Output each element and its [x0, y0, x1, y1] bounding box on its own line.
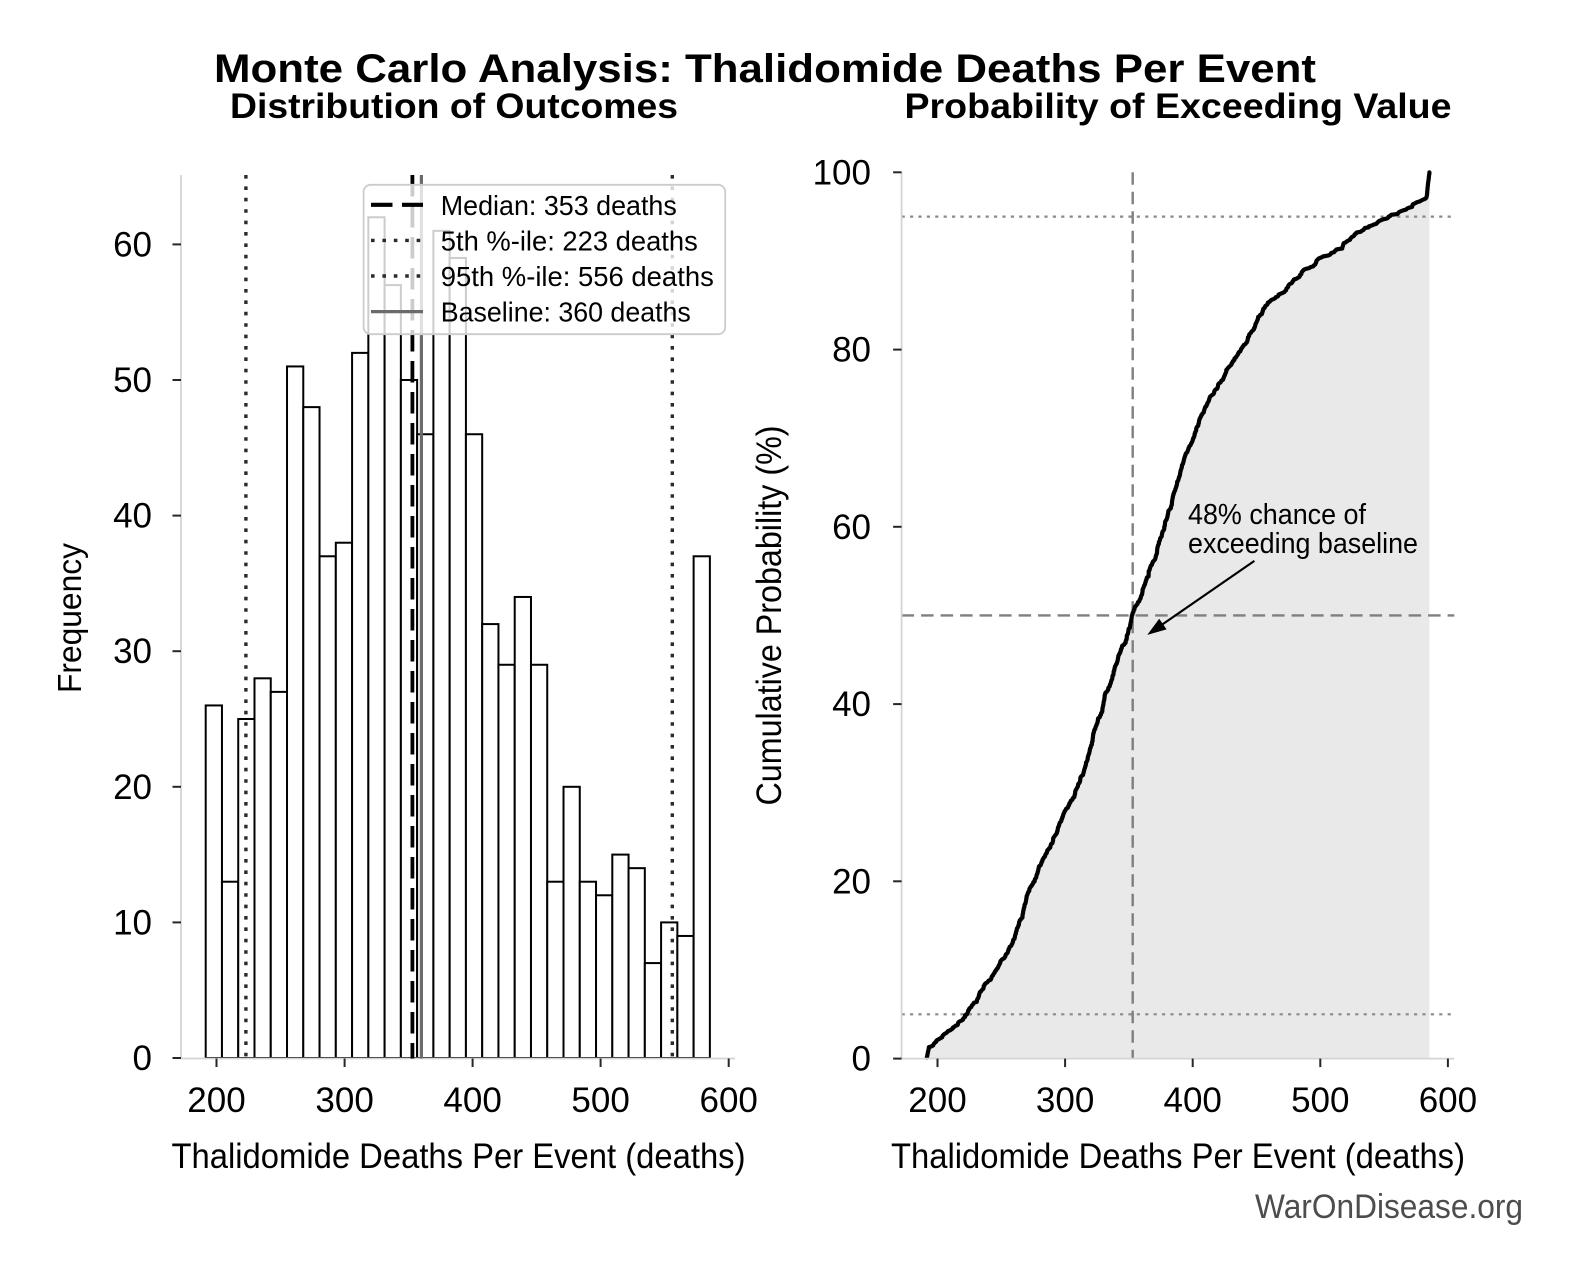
svg-text:60: 60 — [113, 225, 152, 264]
svg-text:600: 600 — [1419, 1081, 1477, 1120]
svg-text:80: 80 — [832, 331, 871, 370]
svg-text:Thalidomide Deaths Per Event (: Thalidomide Deaths Per Event (deaths) — [891, 1137, 1465, 1176]
svg-text:100: 100 — [813, 153, 871, 192]
svg-text:200: 200 — [908, 1081, 966, 1120]
svg-text:400: 400 — [1163, 1081, 1221, 1120]
svg-text:500: 500 — [571, 1081, 629, 1120]
svg-text:20: 20 — [113, 768, 152, 807]
svg-text:Frequency: Frequency — [51, 543, 88, 693]
svg-text:10: 10 — [113, 903, 152, 942]
svg-text:0: 0 — [852, 1040, 871, 1079]
svg-text:40: 40 — [113, 497, 152, 536]
svg-text:Distribution of Outcomes: Distribution of Outcomes — [230, 87, 678, 126]
svg-text:600: 600 — [699, 1081, 757, 1120]
svg-text:30: 30 — [113, 632, 152, 671]
svg-text:400: 400 — [443, 1081, 501, 1120]
svg-text:Thalidomide Deaths Per Event (: Thalidomide Deaths Per Event (deaths) — [172, 1137, 746, 1176]
svg-text:500: 500 — [1291, 1081, 1349, 1120]
svg-text:Baseline: 360 deaths: Baseline: 360 deaths — [441, 297, 691, 328]
svg-text:Cumulative Probability (%): Cumulative Probability (%) — [750, 426, 789, 806]
svg-text:exceeding baseline: exceeding baseline — [1188, 528, 1418, 560]
svg-text:5th %-ile: 223 deaths: 5th %-ile: 223 deaths — [441, 225, 698, 256]
svg-text:60: 60 — [832, 508, 871, 547]
svg-text:200: 200 — [187, 1081, 245, 1120]
svg-text:50: 50 — [113, 361, 152, 400]
svg-text:48% chance of: 48% chance of — [1188, 499, 1367, 531]
svg-text:300: 300 — [315, 1081, 373, 1120]
svg-text:40: 40 — [832, 685, 871, 724]
svg-text:Median: 353 deaths: Median: 353 deaths — [441, 190, 677, 221]
svg-text:Probability of Exceeding Value: Probability of Exceeding Value — [905, 87, 1452, 126]
svg-text:0: 0 — [133, 1039, 152, 1078]
svg-text:95th %-ile: 556 deaths: 95th %-ile: 556 deaths — [441, 261, 714, 292]
svg-text:Monte Carlo Analysis: Thalidom: Monte Carlo Analysis: Thalidomide Deaths… — [214, 47, 1316, 91]
svg-text:300: 300 — [1036, 1081, 1094, 1120]
svg-text:20: 20 — [832, 862, 871, 901]
svg-text:WarOnDisease.org: WarOnDisease.org — [1255, 1188, 1523, 1226]
